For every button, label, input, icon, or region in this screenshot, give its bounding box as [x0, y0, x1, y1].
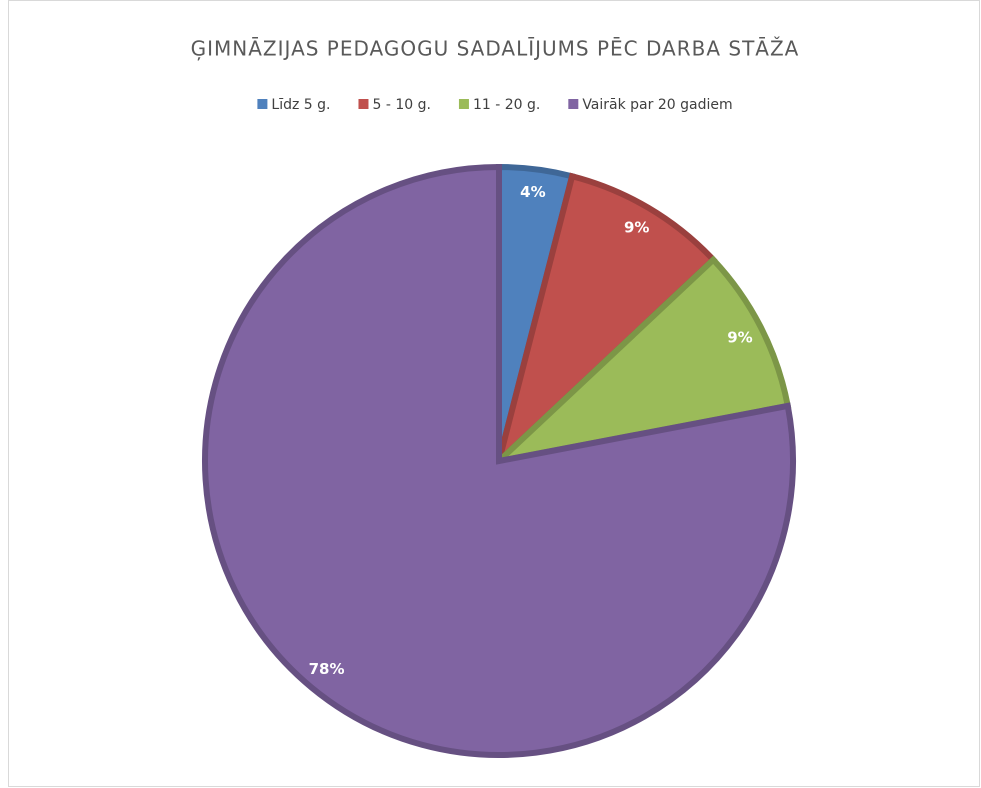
legend-label: 5 - 10 g.	[372, 97, 430, 113]
pie	[202, 163, 796, 758]
legend: Līdz 5 g. 5 - 10 g. 11 - 20 g. Vairāk par 2…	[257, 97, 733, 113]
data-labels: 4% 9% 9% 78%	[309, 183, 753, 678]
legend-label: Vairāk par 20 gadiem	[582, 97, 732, 113]
pie-slice	[493, 172, 718, 471]
pie-slice	[202, 163, 796, 758]
legend-label: 11 - 20 g.	[473, 97, 540, 113]
legend-label: Līdz 5 g.	[271, 97, 330, 113]
pie-slice	[489, 255, 792, 466]
data-label: 9%	[624, 219, 649, 237]
legend-swatch	[358, 99, 369, 109]
data-label: 9%	[727, 329, 752, 347]
data-label: 4%	[520, 183, 545, 201]
data-label: 78%	[309, 660, 345, 678]
legend-swatch	[568, 99, 579, 109]
chart-title: ĢIMNĀZIJAS PEDAGOGU SADALĪJUMS PĒC DARBA…	[191, 37, 800, 61]
legend-swatch	[458, 99, 469, 109]
legend-swatch	[257, 99, 268, 109]
